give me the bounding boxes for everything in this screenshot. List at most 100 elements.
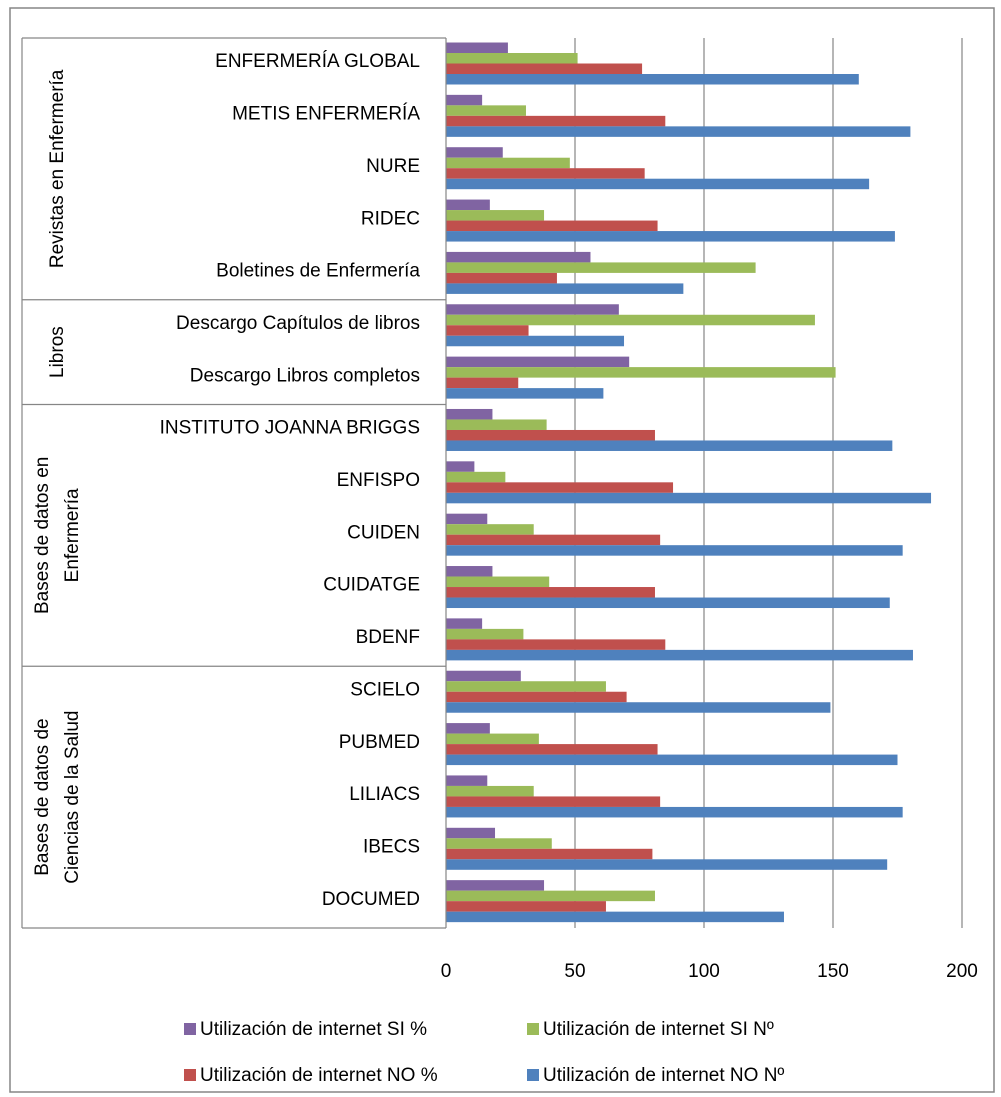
category-label: CUIDEN bbox=[347, 522, 420, 543]
bar-enfispo-series-3 bbox=[446, 482, 674, 493]
bar-pubmed-series-2 bbox=[446, 733, 539, 745]
legend-swatch bbox=[527, 1023, 539, 1035]
bar-bdenf-series-4 bbox=[446, 649, 913, 661]
bar-nure-series-2 bbox=[446, 157, 570, 169]
bar-pubmed-series-3 bbox=[446, 744, 658, 755]
legend: Utilización de internet SI % Utilización … bbox=[184, 1019, 784, 1086]
bar-ridec-series-4 bbox=[446, 231, 895, 242]
bar-liliacs-series-2 bbox=[446, 785, 534, 797]
bar-ibecs-series-3 bbox=[446, 848, 653, 860]
bars bbox=[446, 42, 932, 923]
bar-scielo-series-4 bbox=[446, 702, 831, 713]
bar-descargo-cap-tulos-de-libros-series-1 bbox=[446, 304, 619, 315]
bar-descargo-libros-completos-series-4 bbox=[446, 388, 604, 399]
bar-ridec-series-3 bbox=[446, 220, 658, 232]
bar-boletines-de-enfermer-a-series-2 bbox=[446, 262, 756, 273]
bar-cuidatge-series-2 bbox=[446, 576, 550, 588]
bar-boletines-de-enfermer-a-series-4 bbox=[446, 283, 684, 294]
bar-nure-series-3 bbox=[446, 168, 645, 179]
bar-documed-series-3 bbox=[446, 901, 606, 912]
group-label-4: Bases de datos de bbox=[32, 718, 53, 875]
group-label-2: Libros bbox=[47, 326, 68, 378]
bar-liliacs-series-1 bbox=[446, 775, 488, 786]
bar-cuiden-series-1 bbox=[446, 513, 488, 525]
bar-enfispo-series-4 bbox=[446, 492, 932, 504]
bar-instituto-joanna-briggs-series-2 bbox=[446, 419, 547, 430]
category-label: LILIACS bbox=[349, 784, 420, 805]
bar-instituto-joanna-briggs-series-4 bbox=[446, 440, 893, 451]
bar-documed-series-1 bbox=[446, 880, 545, 891]
category-labels: ENFERMERÍA GLOBAL METIS ENFERMERÍA NURE RID… bbox=[160, 51, 421, 910]
bar-descargo-cap-tulos-de-libros-series-2 bbox=[446, 314, 815, 326]
bar-instituto-joanna-briggs-series-1 bbox=[446, 408, 493, 420]
category-label: NURE bbox=[366, 156, 420, 177]
bar-liliacs-series-3 bbox=[446, 796, 661, 807]
bar-cuiden-series-4 bbox=[446, 545, 903, 556]
category-label: ENFISPO bbox=[337, 470, 420, 491]
bar-cuidatge-series-1 bbox=[446, 566, 493, 577]
legend-swatch bbox=[184, 1069, 196, 1081]
bar-pubmed-series-4 bbox=[446, 754, 898, 766]
category-label: BDENF bbox=[356, 627, 420, 648]
group-label-3: Enfermería bbox=[62, 488, 83, 582]
category-label: RIDEC bbox=[361, 208, 420, 229]
category-label: DOCUMED bbox=[322, 889, 420, 910]
x-tick-label: 150 bbox=[817, 961, 849, 982]
axes bbox=[21, 37, 447, 929]
bar-enfispo-series-1 bbox=[446, 461, 475, 472]
category-label: IBECS bbox=[363, 836, 420, 857]
bar-bdenf-series-2 bbox=[446, 628, 524, 640]
bar-cuidatge-series-3 bbox=[446, 587, 655, 598]
bar-ibecs-series-2 bbox=[446, 838, 552, 849]
bar-cuiden-series-2 bbox=[446, 524, 534, 535]
x-tick-label: 50 bbox=[564, 961, 585, 982]
bar-enfermer-a-global-series-3 bbox=[446, 63, 643, 74]
legend-swatch bbox=[527, 1069, 539, 1081]
legend-label: Utilización de internet NO % bbox=[200, 1065, 438, 1086]
bar-scielo-series-3 bbox=[446, 691, 627, 703]
bar-scielo-series-1 bbox=[446, 670, 521, 682]
bar-ibecs-series-4 bbox=[446, 859, 888, 870]
x-tick-labels: 0 50 100 150 200 bbox=[441, 961, 978, 982]
bar-descargo-libros-completos-series-2 bbox=[446, 367, 836, 378]
bar-cuidatge-series-4 bbox=[446, 597, 890, 609]
bar-descargo-libros-completos-series-1 bbox=[446, 356, 630, 368]
bar-boletines-de-enfermer-a-series-3 bbox=[446, 272, 557, 284]
bar-descargo-libros-completos-series-3 bbox=[446, 377, 519, 389]
bar-pubmed-series-1 bbox=[446, 723, 490, 734]
bar-cuiden-series-3 bbox=[446, 534, 661, 546]
category-label: PUBMED bbox=[339, 732, 420, 753]
bar-documed-series-2 bbox=[446, 890, 655, 902]
bar-nure-series-1 bbox=[446, 147, 503, 158]
category-label: Descargo Libros completos bbox=[190, 365, 420, 386]
bar-enfermer-a-global-series-4 bbox=[446, 74, 859, 85]
category-label: INSTITUTO JOANNA BRIGGS bbox=[160, 418, 420, 439]
group-labels: Revistas en Enfermería Libros Bases de dat… bbox=[32, 69, 83, 884]
bar-metis-enfermer-a-series-4 bbox=[446, 126, 911, 137]
legend-label: Utilización de internet SI % bbox=[200, 1019, 427, 1040]
bar-bdenf-series-3 bbox=[446, 639, 666, 650]
group-label-3: Bases de datos en bbox=[32, 457, 53, 614]
category-label: ENFERMERÍA GLOBAL bbox=[215, 51, 420, 72]
bar-nure-series-4 bbox=[446, 178, 870, 190]
bar-liliacs-series-4 bbox=[446, 806, 903, 818]
x-tick-label: 100 bbox=[688, 961, 720, 982]
category-label: SCIELO bbox=[350, 679, 420, 700]
category-label: Descargo Capítulos de libros bbox=[176, 313, 420, 334]
x-tick-label: 0 bbox=[441, 961, 452, 982]
bar-enfermer-a-global-series-1 bbox=[446, 42, 508, 53]
category-label: CUIDATGE bbox=[323, 575, 420, 596]
bar-metis-enfermer-a-series-2 bbox=[446, 105, 526, 116]
bar-ridec-series-1 bbox=[446, 199, 490, 211]
category-label: Boletines de Enfermería bbox=[216, 261, 420, 282]
group-label-4: Ciencias de la Salud bbox=[62, 711, 83, 884]
bar-documed-series-4 bbox=[446, 911, 784, 923]
bar-descargo-cap-tulos-de-libros-series-4 bbox=[446, 335, 625, 347]
bar-ibecs-series-1 bbox=[446, 827, 496, 839]
bar-descargo-cap-tulos-de-libros-series-3 bbox=[446, 325, 529, 336]
legend-swatch bbox=[184, 1023, 196, 1035]
bar-enfermer-a-global-series-2 bbox=[446, 53, 578, 64]
legend-label: Utilización de internet SI Nº bbox=[543, 1019, 774, 1040]
x-tick-label: 200 bbox=[946, 961, 978, 982]
